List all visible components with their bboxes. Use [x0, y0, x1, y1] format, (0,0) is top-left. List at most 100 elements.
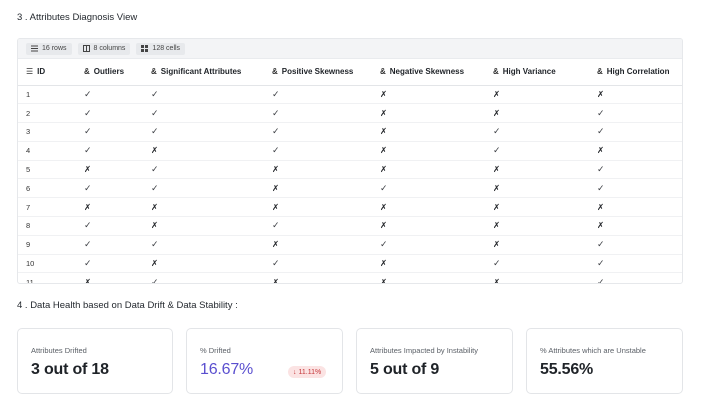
- cross-icon: ✗: [597, 88, 605, 99]
- table-row[interactable]: 10 ✓ ✗ ✓ ✗ ✓ ✓: [18, 254, 682, 274]
- delta-badge: ↓ 11.11%: [288, 366, 327, 378]
- table-cell: ✗: [272, 160, 380, 180]
- table-cell: ✓: [272, 141, 380, 161]
- table-toolbar: 16 rows 8 columns 128 cells: [18, 39, 682, 59]
- columns-count-label: 8 columns: [93, 45, 126, 52]
- cell-id: 5: [18, 160, 84, 180]
- table-cell: ✗: [597, 85, 682, 105]
- table-cell: ✓: [84, 254, 151, 274]
- cross-icon: ✗: [380, 107, 388, 118]
- card-value: 3 out of 18: [31, 361, 109, 378]
- table-cell: ✗: [380, 141, 493, 161]
- table-cell: ✓: [272, 103, 380, 124]
- cross-icon: ✗: [380, 220, 388, 231]
- card-label: % Drifted: [200, 346, 231, 355]
- grid-icon: [141, 45, 149, 52]
- check-icon: ✓: [84, 182, 92, 193]
- table-cell: ✗: [380, 197, 493, 218]
- table-cell: ✗: [380, 160, 493, 180]
- check-icon: ✓: [84, 220, 92, 231]
- cross-icon: ✗: [597, 201, 605, 212]
- table-row[interactable]: 11 ✗ ✓ ✗ ✗ ✗ ✓: [18, 272, 682, 284]
- check-icon: ✓: [84, 145, 92, 156]
- check-icon: ✓: [597, 258, 605, 269]
- column-header-outliers[interactable]: & Outliers: [84, 59, 151, 86]
- table-cell: ✓: [272, 254, 380, 274]
- table-header-row: ☰ ID & Outliers & Significant Attributes & P…: [18, 59, 682, 86]
- check-icon: ✓: [272, 88, 280, 99]
- cells-count-chip[interactable]: 128 cells: [136, 42, 186, 55]
- cross-icon: ✗: [151, 220, 159, 231]
- table-row[interactable]: 9 ✓ ✓ ✗ ✓ ✗ ✓: [18, 235, 682, 255]
- cross-icon: ✗: [493, 164, 501, 175]
- rows-count-label: 16 rows: [42, 45, 67, 52]
- table-cell: ✓: [493, 141, 597, 161]
- table-row[interactable]: 5 ✗ ✓ ✗ ✗ ✗ ✓: [18, 160, 682, 180]
- table-row[interactable]: 6 ✓ ✓ ✗ ✓ ✗ ✓: [18, 178, 682, 199]
- cell-id: 2: [18, 103, 84, 124]
- check-icon: ✓: [597, 182, 605, 193]
- table-cell: ✗: [151, 216, 272, 236]
- card-value: 55.56%: [540, 361, 594, 378]
- cross-icon: ✗: [493, 276, 501, 284]
- table-cell: ✗: [151, 197, 272, 218]
- check-icon: ✓: [84, 239, 92, 250]
- column-header-negative-skewness[interactable]: & Negative Skewness: [380, 59, 493, 86]
- cross-icon: ✗: [380, 145, 388, 156]
- check-icon: ✓: [272, 220, 280, 231]
- table-row[interactable]: 3 ✓ ✓ ✓ ✗ ✓ ✓: [18, 122, 682, 142]
- attribute-icon: &: [151, 67, 157, 77]
- table-row[interactable]: 7 ✗ ✗ ✗ ✗ ✗ ✗: [18, 197, 682, 218]
- cross-icon: ✗: [151, 258, 159, 269]
- check-icon: ✓: [380, 239, 388, 250]
- card-label: % Attributes which are Unstable: [540, 346, 646, 355]
- card-attributes-drifted: Attributes Drifted 3 out of 18: [17, 328, 173, 394]
- table-row[interactable]: 2 ✓ ✓ ✓ ✗ ✗ ✓: [18, 103, 682, 124]
- cross-icon: ✗: [151, 145, 159, 156]
- table-cell: ✓: [151, 103, 272, 124]
- cross-icon: ✗: [84, 201, 92, 212]
- column-header-high-variance[interactable]: & High Variance: [493, 59, 597, 86]
- table-cell: ✗: [493, 160, 597, 180]
- columns-count-chip[interactable]: 8 columns: [77, 42, 131, 55]
- cross-icon: ✗: [597, 145, 605, 156]
- attribute-icon: &: [380, 67, 386, 77]
- table-cell: ✗: [380, 254, 493, 274]
- table-cell: ✓: [84, 178, 151, 199]
- table-cell: ✗: [272, 178, 380, 199]
- table-row[interactable]: 8 ✓ ✗ ✓ ✗ ✗ ✗: [18, 216, 682, 236]
- table-cell: ✓: [151, 235, 272, 255]
- table-row[interactable]: 1 ✓ ✓ ✓ ✗ ✗ ✗: [18, 85, 682, 105]
- column-header-high-correlation[interactable]: & High Correlation: [597, 59, 682, 86]
- table-cell: ✗: [597, 197, 682, 218]
- table-row[interactable]: 4 ✓ ✗ ✓ ✗ ✓ ✗: [18, 141, 682, 161]
- cross-icon: ✗: [493, 107, 501, 118]
- card-value: 5 out of 9: [370, 361, 440, 378]
- card-attributes-impacted-by-instability: Attributes Impacted by Instability 5 out…: [356, 328, 513, 394]
- check-icon: ✓: [272, 145, 280, 156]
- check-icon: ✓: [597, 276, 605, 284]
- cross-icon: ✗: [272, 182, 280, 193]
- table-cell: ✗: [380, 103, 493, 124]
- check-icon: ✓: [151, 107, 159, 118]
- table-cell: ✗: [272, 235, 380, 255]
- table-cell: ✗: [272, 197, 380, 218]
- section-title-attributes-diagnosis: 3 . Attributes Diagnosis View: [17, 12, 138, 23]
- list-icon: ☰: [26, 67, 34, 77]
- column-header-id[interactable]: ☰ ID: [18, 59, 84, 86]
- check-icon: ✓: [597, 126, 605, 137]
- rows-count-chip[interactable]: 16 rows: [26, 42, 72, 55]
- cross-icon: ✗: [380, 126, 388, 137]
- attribute-icon: &: [84, 67, 90, 77]
- check-icon: ✓: [84, 88, 92, 99]
- attribute-icon: &: [597, 67, 603, 77]
- column-header-significant-attributes[interactable]: & Significant Attributes: [151, 59, 272, 86]
- card-label: Attributes Drifted: [31, 346, 87, 355]
- table-cell: ✗: [597, 216, 682, 236]
- table-cell: ✓: [84, 141, 151, 161]
- column-header-positive-skewness[interactable]: & Positive Skewness: [272, 59, 380, 86]
- attribute-icon: &: [272, 67, 278, 77]
- check-icon: ✓: [84, 258, 92, 269]
- table-cell: ✓: [151, 160, 272, 180]
- table-cell: ✗: [380, 272, 493, 283]
